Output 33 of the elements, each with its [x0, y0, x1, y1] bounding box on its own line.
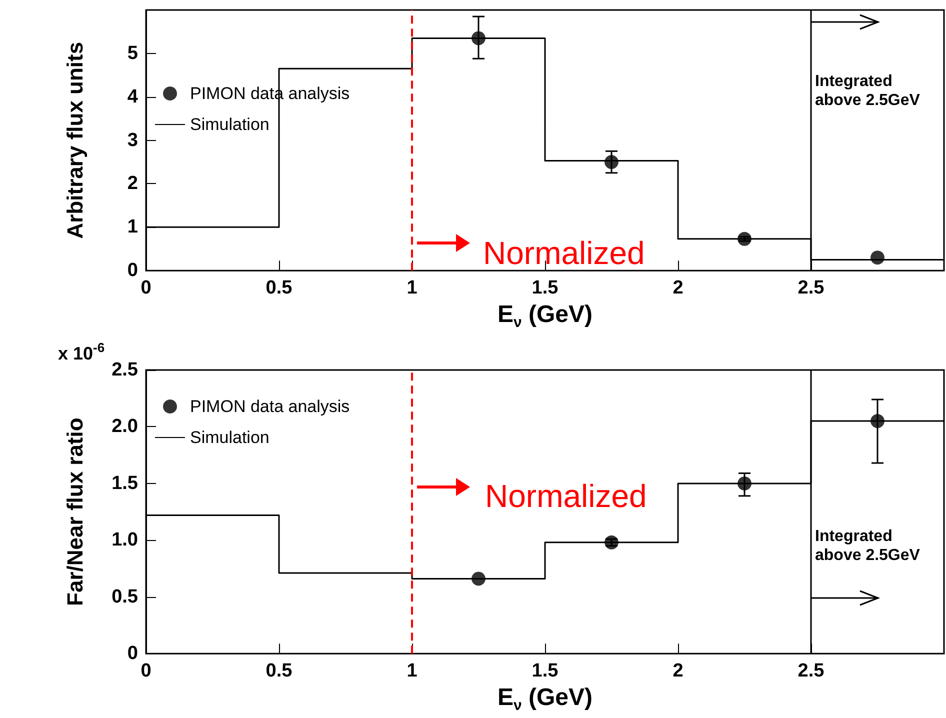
- y-tick-label: 0: [127, 260, 138, 282]
- x-tick-label: 1: [406, 278, 418, 299]
- x-tick-label: 0: [140, 278, 152, 299]
- x-tick-label: 2: [672, 660, 684, 682]
- x-tick-label: 1: [406, 660, 418, 682]
- annotation: Normalized: [485, 478, 647, 514]
- x-tick-label: 0.5: [266, 278, 293, 299]
- x-tick-label: 2: [672, 278, 684, 299]
- y-tick-label: 0.5: [112, 586, 138, 608]
- x-tick-label: 0: [140, 660, 152, 682]
- legend-label: Simulation: [190, 428, 270, 447]
- y-axis-title: Far/Near flux ratio: [62, 418, 88, 606]
- annotation: Normalized: [483, 235, 645, 271]
- x-tick-label: 2.5: [798, 660, 825, 682]
- y-tick-label: 3: [127, 130, 138, 151]
- y-tick-label: 1.0: [112, 530, 138, 551]
- y-tick-label: 1: [127, 216, 138, 238]
- x-tick-label: 0.5: [266, 660, 293, 682]
- y-tick-label: 5: [127, 42, 138, 64]
- legend-label: PIMON data analysis: [190, 397, 350, 416]
- x-tick-label: 2.5: [798, 278, 825, 299]
- y-tick-label: 2.5: [112, 360, 138, 380]
- y-tick-label: 1.5: [112, 472, 138, 494]
- x-tick-label: 1.5: [532, 278, 559, 299]
- annotation: Integrated above 2.5GeV: [815, 528, 920, 564]
- legend-label: Simulation: [190, 115, 270, 134]
- y-tick-label: 4: [127, 86, 138, 108]
- y-tick-label: 0: [127, 643, 138, 664]
- x-tick-label: 1.5: [532, 660, 559, 682]
- y-tick-label: 2: [127, 173, 138, 194]
- y-axis-title: Arbitrary flux units: [62, 42, 88, 239]
- y-tick-label: 2.0: [112, 416, 138, 438]
- annotation: Integrated above 2.5GeV: [815, 73, 920, 109]
